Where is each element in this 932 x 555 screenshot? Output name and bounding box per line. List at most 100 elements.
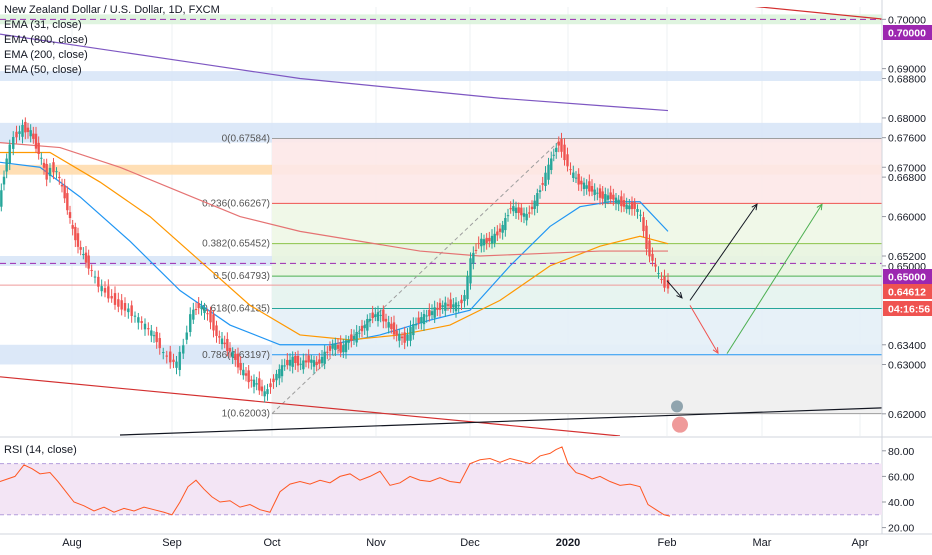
candle-body [302,360,305,370]
candle-body [150,330,153,336]
candle-body [328,345,332,351]
candle-body [428,309,431,317]
candle-body [636,209,639,212]
fib-label-0.618: 0.618(0.64135) [202,304,270,315]
candle-body [384,318,388,322]
candle-body [29,130,32,137]
candle-body [400,336,404,339]
candle-body [342,345,345,353]
y-tick-label-2: 0.68800 [888,74,926,86]
indicator-ema50[interactable]: EMA (50, close) [4,64,82,76]
candle-body [463,295,466,302]
candle-body [574,177,578,179]
candle-body [347,339,350,343]
rsi-band [0,463,882,515]
candle-body [192,309,195,320]
candle-body [622,200,626,207]
candle-body [278,369,281,379]
chart-legend: New Zealand Dollar / U.S. Dollar, 1D, FX… [4,3,220,78]
candle-body [334,343,337,351]
x-tick-label-5: 2020 [556,537,580,549]
candle-body [206,313,209,315]
candle-body [609,192,612,200]
indicator-ema200[interactable]: EMA (200, close) [4,49,88,61]
candle-body [63,185,66,199]
rsi-label[interactable]: RSI (14, close) [4,444,77,456]
candle-body [315,361,318,366]
candle-body [533,200,536,209]
candle-body [639,214,642,216]
main-plot: 0(0.67584) 0.236(0.66267) 0.382(0.65452) 0.… [0,7,882,436]
candle-body [203,307,206,314]
candle-body [395,330,398,336]
candle-body [438,302,442,310]
candle-body [436,307,439,310]
candle-body [358,332,361,334]
y-tick-label-3: 0.68000 [888,113,926,125]
candle-body [172,359,175,362]
price-badge-0: 0.70000 [888,28,926,40]
candle-body [74,226,77,241]
candle-body [614,197,618,204]
candle-body [563,144,566,161]
candle-body [654,264,657,267]
candle-body [223,342,226,345]
fib-label-0.236: 0.236(0.66267) [202,198,270,209]
x-tick-label-0: Aug [62,537,82,549]
candle-body [218,336,221,338]
y-tick-label-11: 0.63000 [888,360,926,372]
candle-body [255,383,258,385]
candle-body [379,314,382,316]
candle-body [97,276,100,287]
candle-body [514,207,518,214]
candle-body [360,325,364,332]
candle-body [275,373,278,381]
rsi-tick-label-0: 80.00 [888,446,914,458]
candle-body [368,318,372,321]
candle-body [352,335,356,340]
candle-body [152,335,156,337]
candle-body [212,314,215,331]
candle-body [488,237,491,242]
candle-body [286,359,289,366]
candle-body [642,217,645,232]
candle-body [252,379,256,387]
candle-body [189,314,192,333]
candle-body [143,323,147,330]
indicator-ema800[interactable]: EMA (800, close) [4,34,88,46]
y-tick-label-12: 0.62000 [888,409,926,421]
candle-body [123,303,127,311]
rsi-tick-label-1: 60.00 [888,471,914,483]
candle-body [617,199,620,205]
candle-body [90,270,93,272]
candle-body [0,190,3,207]
candle-body [158,338,161,349]
candle-body [582,182,586,190]
candle-body [460,299,463,304]
candle-body [480,238,483,247]
candle-body [331,344,334,349]
x-tick-label-4: Dec [460,537,480,549]
candle-body [596,192,599,194]
candle-body [52,162,55,173]
indicator-ema31[interactable]: EMA (31, close) [4,19,82,31]
red-trendline-top [754,7,882,20]
candle-body [528,212,531,214]
candle-body [231,351,234,358]
candle-body [501,224,504,233]
x-tick-label-8: Apr [851,537,868,549]
candle-body [117,299,120,307]
candle-body [194,308,198,311]
candle-body [572,172,575,179]
candle-body [430,311,434,316]
candle-body [414,324,418,326]
candle-body [457,305,460,307]
price-badge-bg-2 [883,284,932,299]
candle-body [299,363,302,365]
candle-body [469,258,472,284]
candle-body [133,315,137,317]
candle-body [376,312,380,322]
candle-body [258,378,261,391]
